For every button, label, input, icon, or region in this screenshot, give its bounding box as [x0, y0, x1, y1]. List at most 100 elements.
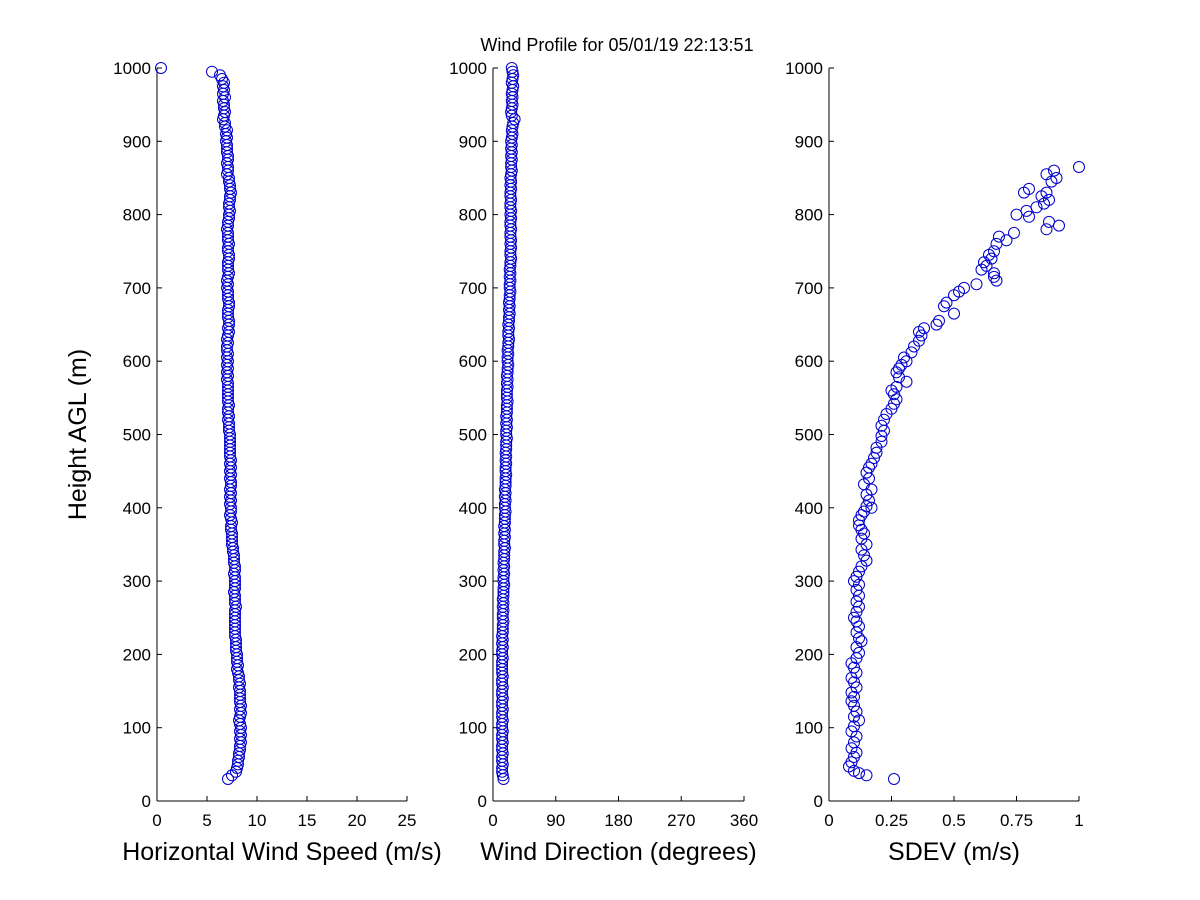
y-tick-label: 400: [123, 499, 151, 518]
data-point: [1035, 190, 1048, 203]
data-point: [975, 263, 988, 276]
data-points: [155, 62, 247, 785]
data-point: [226, 769, 238, 782]
data-point: [1038, 197, 1050, 210]
data-point: [155, 62, 167, 74]
data-point: [230, 765, 242, 778]
data-point: [938, 300, 950, 313]
data-point: [855, 560, 868, 573]
data-point: [970, 278, 983, 291]
x-tick-label: 0: [488, 811, 497, 830]
x-tick-label: 10: [248, 811, 267, 830]
data-point: [990, 274, 1003, 287]
y-tick-label: 800: [459, 206, 487, 225]
y-tick-label: 1000: [449, 59, 487, 78]
x-tick-label: 0: [824, 811, 833, 830]
data-point: [948, 307, 960, 320]
data-point: [863, 494, 875, 507]
data-point: [855, 543, 868, 556]
data-point: [875, 430, 888, 442]
data-point: [893, 362, 905, 375]
data-point: [1018, 186, 1030, 199]
sdev-panel: 0 100 200 300 400 500 600 700 800 900 1000 0 0.25 0.5…: [785, 59, 1085, 866]
data-point: [948, 289, 960, 302]
y-tick-label: 200: [795, 645, 823, 664]
x-axis-label: SDEV (m/s): [888, 838, 1020, 866]
data-point: [893, 371, 905, 384]
x-tick-label: 360: [730, 811, 758, 830]
y-tick-label: 900: [459, 132, 487, 151]
data-point: [933, 314, 945, 327]
data-point: [860, 466, 873, 479]
data-point: [888, 773, 900, 785]
x-tick-label: 0.25: [875, 811, 908, 830]
data-point: [860, 769, 873, 782]
x-tick-label: 5: [202, 811, 211, 830]
x-tick-label: 0: [152, 811, 161, 830]
data-point: [908, 340, 920, 353]
x-tick-label: 20: [348, 811, 367, 830]
data-point: [853, 620, 865, 633]
y-tick-label: 700: [123, 279, 151, 298]
y-tick-label: 900: [795, 132, 823, 151]
y-tick-label: 300: [795, 572, 823, 591]
data-point: [878, 424, 890, 437]
data-point: [850, 730, 863, 743]
data-point: [990, 237, 1003, 250]
data-point: [1008, 226, 1020, 239]
data-point: [496, 769, 509, 782]
data-point: [855, 523, 868, 536]
x-axis-label: Wind Direction (degrees): [480, 838, 757, 866]
data-point: [940, 296, 953, 309]
data-point: [930, 318, 943, 331]
x-tick-label: 90: [546, 811, 565, 830]
y-tick-label: 600: [795, 352, 823, 371]
data-point: [206, 65, 218, 78]
y-axis-label: Height AGL (m): [64, 349, 92, 520]
y-tick-label: 700: [459, 279, 487, 298]
data-point: [222, 773, 234, 785]
x-tick-label: 270: [667, 811, 695, 830]
data-point: [898, 351, 910, 364]
wind-speed-panel: 0 100 200 300 400 500 600 700 800 900 1000 0 5 10 15 20…: [64, 59, 442, 866]
y-tick-label: 100: [795, 719, 823, 738]
data-point: [865, 501, 878, 514]
data-point: [505, 102, 518, 115]
x-axis-label: Horizontal Wind Speed (m/s): [122, 838, 442, 866]
data-point: [497, 773, 510, 785]
y-tick-label: 200: [459, 645, 487, 664]
data-point: [868, 452, 880, 464]
y-tick-label: 100: [459, 719, 487, 738]
data-points: [496, 62, 521, 785]
y-tick-label: 200: [123, 645, 151, 664]
x-tick-label: 1: [1074, 811, 1083, 830]
y-tick-label: 0: [478, 792, 487, 811]
data-point: [1053, 219, 1065, 232]
data-point: [853, 767, 865, 780]
data-point: [870, 446, 883, 459]
x-tick-label: 0.75: [1000, 811, 1033, 830]
data-point: [978, 256, 990, 269]
data-point: [1023, 210, 1035, 223]
data-point: [848, 751, 860, 763]
y-tick-label: 800: [795, 206, 823, 225]
y-tick-label: 1000: [113, 59, 151, 78]
y-tick-label: 700: [795, 279, 823, 298]
y-tick-label: 300: [123, 572, 151, 591]
data-point: [913, 325, 925, 338]
figure-title: Wind Profile for 05/01/19 22:13:51: [480, 35, 753, 55]
y-tick-label: 1000: [785, 59, 823, 78]
y-tick-label: 0: [814, 792, 823, 811]
y-tick-label: 900: [123, 132, 151, 151]
x-tick-label: 180: [604, 811, 632, 830]
wind-direction-panel: 0 100 200 300 400 500 600 700 800 900 1000 0 90 180 27…: [449, 59, 758, 866]
data-point: [988, 267, 1000, 280]
data-point: [850, 595, 863, 608]
data-point: [850, 583, 863, 596]
data-point: [853, 646, 865, 659]
data-point: [853, 514, 865, 527]
y-tick-label: 0: [142, 792, 151, 811]
